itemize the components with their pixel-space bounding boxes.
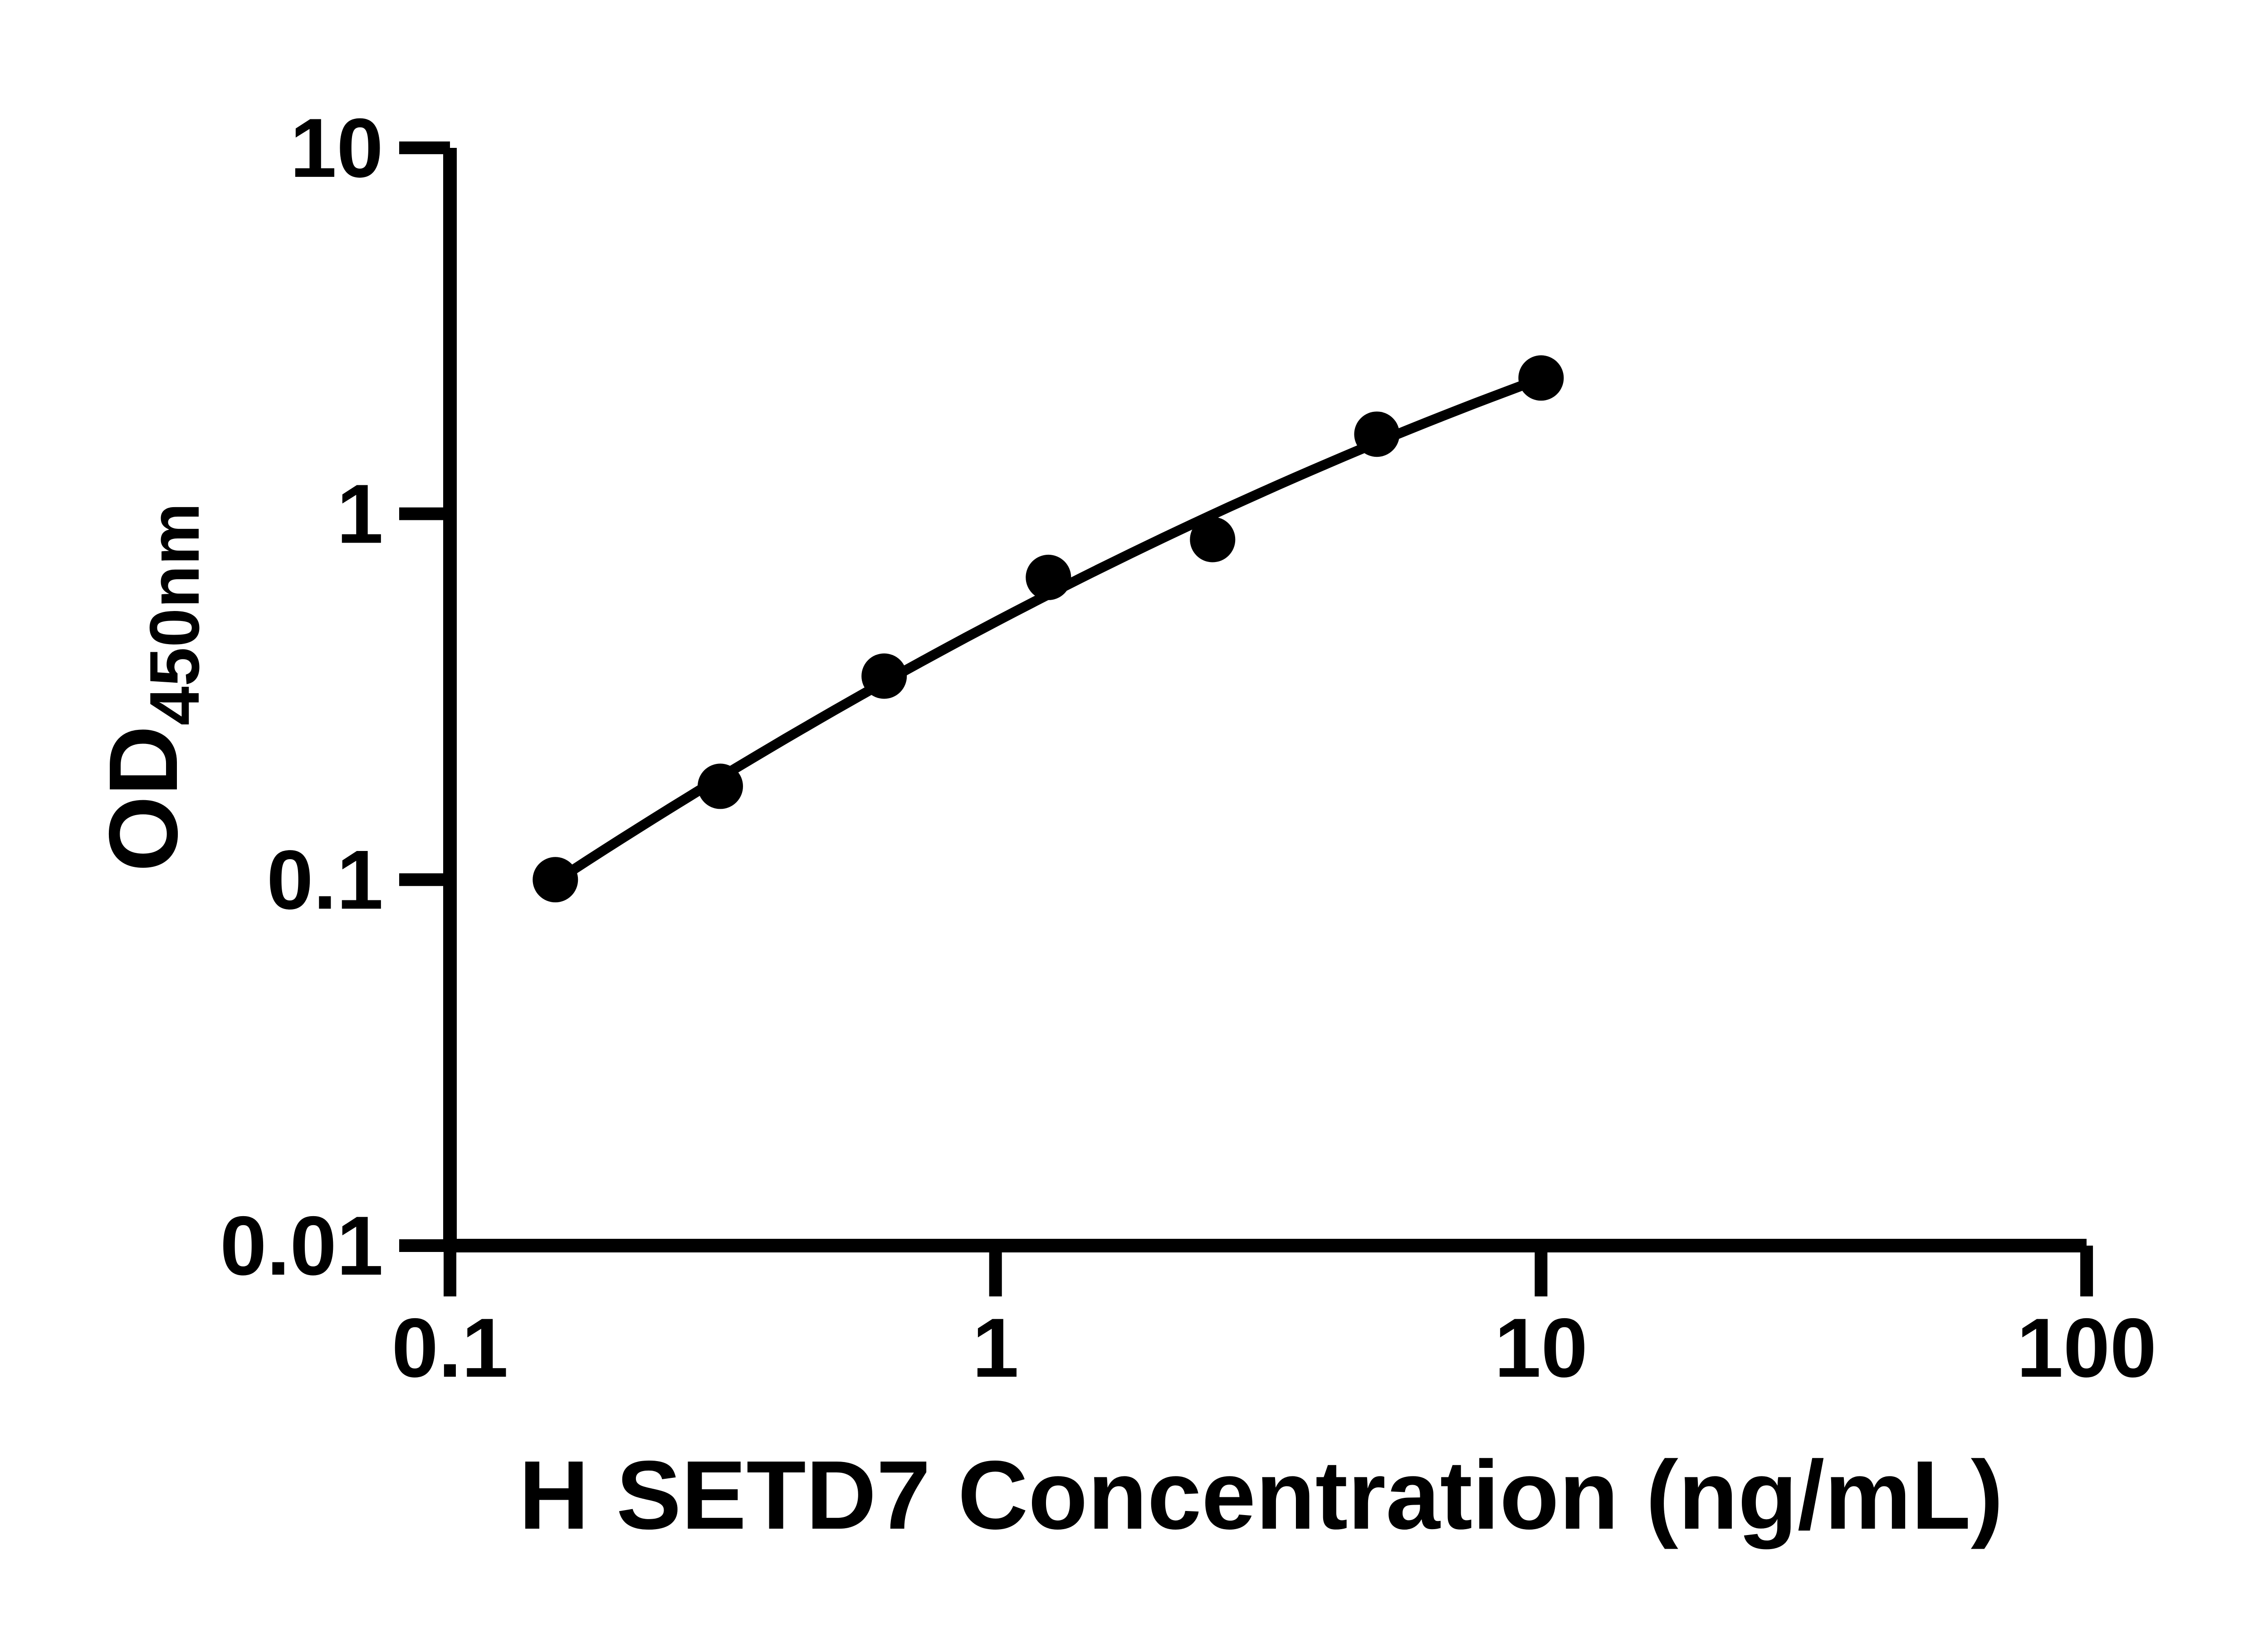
x-tick-label: 10 — [1495, 1301, 1588, 1395]
y-tick-label: 0.1 — [267, 833, 383, 927]
data-point-marker — [533, 857, 578, 903]
data-point-marker — [1518, 355, 1564, 401]
data-point-marker — [861, 653, 907, 699]
y-tick-label: 10 — [290, 102, 383, 195]
fit-curve — [552, 374, 1543, 886]
data-point-marker — [1354, 411, 1400, 457]
data-point-marker — [698, 763, 743, 809]
data-points — [533, 355, 1564, 903]
axes — [443, 148, 2087, 1252]
x-tick-label: 100 — [2017, 1301, 2157, 1395]
y-axis-title-subscript: 450nm — [135, 503, 214, 725]
x-axis-title: H SETD7 Concentration (ng/mL) — [519, 1440, 2004, 1550]
x-tick-label: 0.1 — [391, 1301, 508, 1395]
y-axis-ticks: 0.01 0.1 1 10 — [220, 102, 450, 1293]
data-point-marker — [1026, 554, 1071, 600]
y-axis-title-main: OD — [88, 725, 198, 872]
x-tick-label: 1 — [972, 1301, 1019, 1395]
data-point-marker — [1190, 517, 1236, 562]
y-tick-label: 1 — [337, 468, 383, 561]
y-axis-title: OD450nm — [88, 503, 214, 872]
y-tick-label: 0.01 — [220, 1199, 383, 1293]
x-axis-ticks: 0.1 1 10 100 — [391, 1246, 2156, 1395]
